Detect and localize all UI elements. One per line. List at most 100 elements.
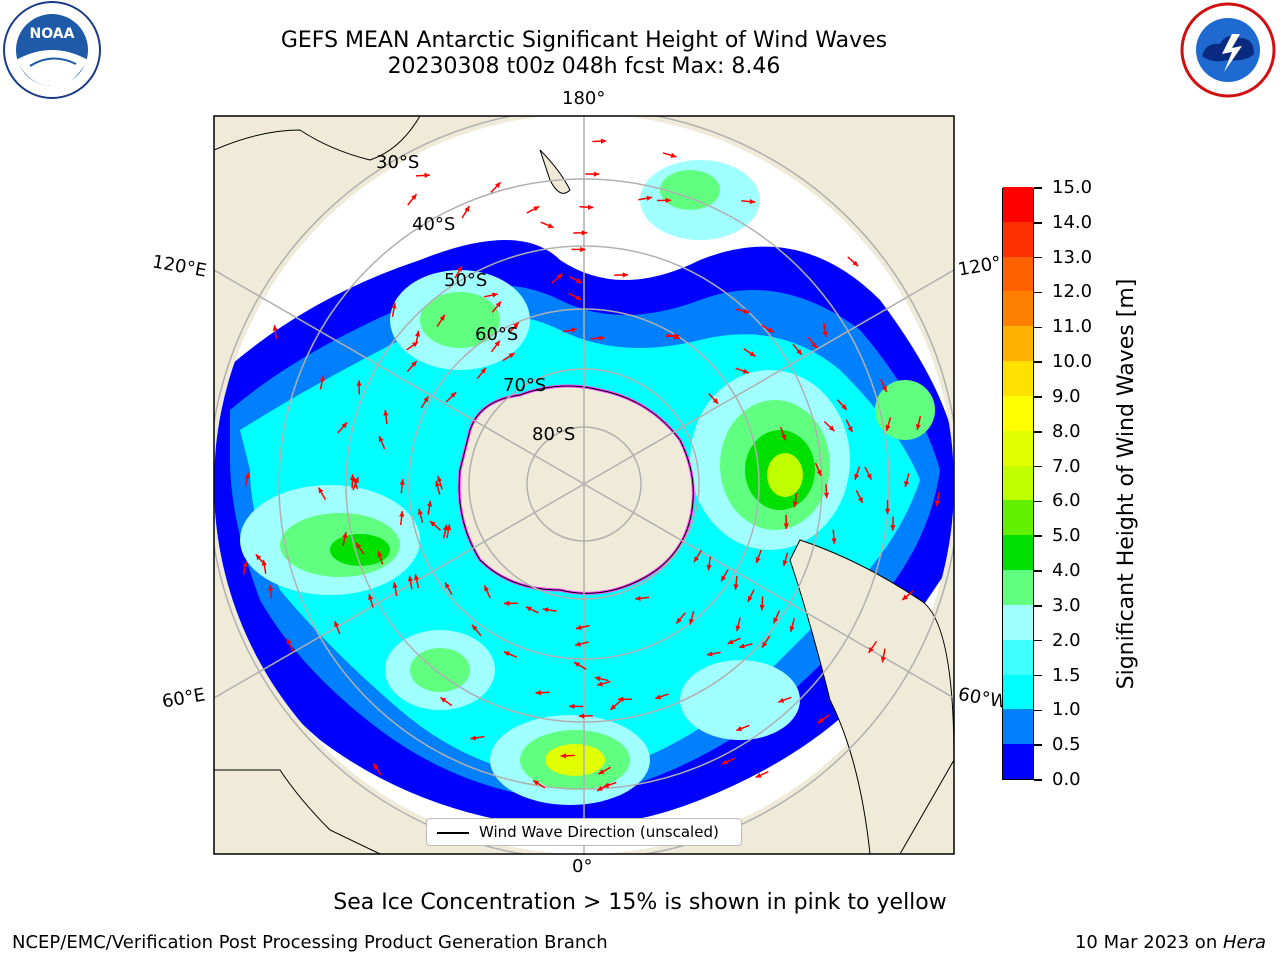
wave-arrow-head xyxy=(556,273,563,280)
colorbar-segment xyxy=(1003,499,1033,536)
colorbar-tick xyxy=(1034,674,1042,677)
wave-arrow-head xyxy=(503,651,510,657)
wave-arrow-head xyxy=(603,782,610,788)
colorbar-tick-label: 10.0 xyxy=(1052,351,1093,373)
africa-landmass xyxy=(214,769,381,854)
wave-arrow-head xyxy=(581,230,588,236)
wave-arrow-head xyxy=(885,424,891,431)
chart-title: GEFS MEAN Antarctic Significant Height o… xyxy=(280,28,888,53)
wave-arrow-head xyxy=(272,325,278,331)
wave-arrow-head xyxy=(706,651,713,657)
wave-arrow-head xyxy=(782,560,788,567)
colorbar-segment xyxy=(1003,395,1033,431)
wave-arrow-head xyxy=(688,618,695,625)
colorbar-tick-label: 13.0 xyxy=(1052,246,1093,268)
wave-arrow-head xyxy=(693,556,700,563)
wave-arrow-head xyxy=(440,697,447,703)
australia-landmass xyxy=(214,116,421,161)
wave-arrow-head xyxy=(368,594,374,601)
colorbar-tick-label: 11.0 xyxy=(1052,316,1093,338)
wave-arrow-head xyxy=(547,223,554,228)
wave-arrow-head xyxy=(480,367,486,374)
wave-arrow-head xyxy=(749,351,756,357)
colorbar-tick xyxy=(1034,500,1042,503)
wave-arrow-head xyxy=(866,473,872,480)
wave-arrow-head xyxy=(759,604,765,611)
wave-arrow-head xyxy=(471,624,478,631)
wave-arrow-head xyxy=(721,575,727,582)
colorbar-tick-label: 15.0 xyxy=(1052,177,1093,198)
colorbar-tick xyxy=(1034,431,1042,433)
wave-arrow-head xyxy=(789,625,795,632)
south-america-landmass xyxy=(789,539,954,854)
wave-arrow-head xyxy=(494,182,501,188)
wave-arrow-head xyxy=(464,206,470,213)
wave-arrow-head xyxy=(575,624,582,631)
wave-arrow-head xyxy=(342,532,348,538)
wave-arrow-head xyxy=(484,585,490,592)
lon-label-top: 180° xyxy=(562,88,606,109)
wave-arrow-head xyxy=(736,726,743,731)
wave-arrow-head xyxy=(743,308,750,314)
wave-arrow-head xyxy=(884,508,891,515)
wave-arrow-head xyxy=(492,292,498,298)
wave-arrow-head xyxy=(778,697,785,703)
legend-line-sample xyxy=(437,832,469,834)
meridian-lines xyxy=(214,116,954,854)
wave-arrow-head xyxy=(811,342,818,348)
wave-arrow-head xyxy=(255,554,262,561)
colorbar-tick-label: 1.5 xyxy=(1052,664,1081,686)
wave-direction-arrows xyxy=(242,138,941,792)
wave-arrow-head xyxy=(570,327,577,333)
colorbar-tick xyxy=(1034,779,1042,781)
colorbar-tick xyxy=(1034,605,1042,607)
colorbar xyxy=(1002,186,1034,780)
wave-arrow-head xyxy=(349,474,356,480)
wave-arrow-head xyxy=(610,704,617,710)
wave-arrow-head xyxy=(773,617,779,624)
colorbar-segment xyxy=(1003,256,1033,292)
wave-arrow-head xyxy=(762,641,768,648)
wave-arrow-head xyxy=(445,524,452,531)
wave-arrow-head xyxy=(847,426,853,433)
wave-arrow-head xyxy=(593,171,600,177)
colorbar-segment xyxy=(1003,674,1033,710)
colorbar-segment xyxy=(1003,534,1033,571)
wave-arrow-head xyxy=(712,398,719,404)
colorbar-tick-label: 0.0 xyxy=(1052,769,1081,790)
colorbar-tick xyxy=(1034,222,1042,224)
colorbar-segment xyxy=(1003,325,1033,362)
wave-arrow-head xyxy=(457,265,462,272)
wave-arrow-head xyxy=(341,422,348,429)
map-legend: Wind Wave Direction (unscaled) xyxy=(426,818,742,846)
wave-arrow-head xyxy=(596,681,603,687)
wave-arrow-head xyxy=(880,656,886,663)
wave-arrow-head xyxy=(383,410,389,416)
wave-arrow-head xyxy=(334,621,340,628)
wave-arrow-head xyxy=(598,335,605,341)
colorbar-segment xyxy=(1003,465,1033,501)
credit-text: NCEP/EMC/Verification Post Processing Pr… xyxy=(12,932,608,953)
colorbar-tick-label: 12.0 xyxy=(1052,281,1093,303)
colorbar-tick xyxy=(1034,639,1042,642)
wave-arrow-head xyxy=(727,639,734,645)
date-text: 10 Mar 2023 on Hera xyxy=(1075,932,1266,953)
wave-arrow-head xyxy=(392,582,398,589)
svg-text:NOAA: NOAA xyxy=(30,26,75,42)
colorbar-tick-label: 1.0 xyxy=(1052,699,1081,721)
colorbar-tick xyxy=(1034,535,1042,537)
wave-arrow-head xyxy=(525,606,532,612)
lat-label-70s: 70°S xyxy=(503,375,547,396)
wave-arrow-head xyxy=(261,559,267,566)
sea-ice-note: Sea Ice Concentration > 15% is shown in … xyxy=(333,890,947,915)
colorbar-tick xyxy=(1034,709,1042,712)
wave-arrow-head xyxy=(706,564,712,571)
nws-logo xyxy=(1180,2,1276,98)
wave-arrow-head xyxy=(617,696,624,702)
wave-arrow-head xyxy=(868,646,874,653)
wave-arrow-head xyxy=(575,641,581,647)
wave-arrow-head xyxy=(319,375,325,382)
wave-arrow-head xyxy=(242,561,248,568)
new-zealand-landmass xyxy=(539,149,571,194)
wave-arrow-head xyxy=(533,206,540,212)
